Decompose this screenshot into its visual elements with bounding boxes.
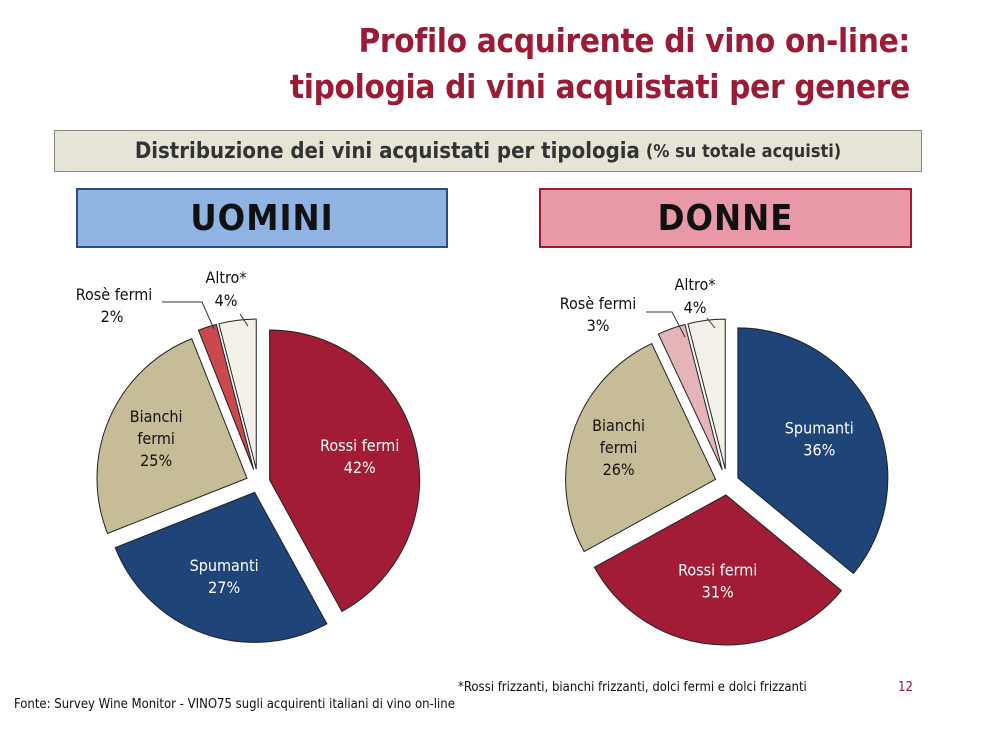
slice-label-ros-fermi: Rosè fermi bbox=[560, 294, 637, 313]
pie-slice-rossi-fermi bbox=[593, 494, 843, 646]
slice-label-bianchi-fermi: Bianchi bbox=[130, 407, 183, 426]
title-line-2: tipologia di vini acquistati per genere bbox=[289, 67, 910, 106]
slice-label-spumanti: 27% bbox=[208, 578, 240, 597]
title-line-1: Profilo acquirente di vino on-line: bbox=[358, 21, 910, 60]
slice-label-ros-fermi: 2% bbox=[101, 307, 124, 326]
pie-slice-altro bbox=[687, 318, 726, 470]
women-header: DONNE bbox=[539, 188, 912, 248]
slice-label-altro: Altro* bbox=[205, 268, 246, 287]
women-header-label: DONNE bbox=[657, 197, 794, 239]
men-header-label: UOMINI bbox=[190, 197, 334, 239]
slice-label-spumanti: 36% bbox=[803, 441, 835, 460]
men-header: UOMINI bbox=[76, 188, 448, 248]
slice-label-altro: 4% bbox=[684, 298, 707, 317]
pie-slice-bianchi-fermi bbox=[565, 342, 717, 553]
slice-label-rossi-fermi: Rossi fermi bbox=[678, 561, 757, 580]
leader-line-ros-fermi bbox=[162, 301, 215, 330]
slice-label-spumanti: Spumanti bbox=[785, 419, 854, 438]
footnote: *Rossi frizzanti, bianchi frizzanti, dol… bbox=[458, 680, 807, 695]
pie-slice-ros-fermi bbox=[197, 323, 255, 470]
pie-slice-altro bbox=[218, 318, 257, 470]
source-note: Fonte: Survey Wine Monitor - VINO75 sugl… bbox=[14, 697, 455, 712]
pie-slice-spumanti bbox=[737, 327, 889, 575]
slice-label-spumanti: Spumanti bbox=[190, 556, 259, 575]
pie-slice-spumanti bbox=[114, 491, 328, 643]
page-title: Profilo acquirente di vino on-line: tipo… bbox=[290, 18, 910, 110]
slice-label-ros-fermi: 3% bbox=[587, 316, 610, 335]
slice-label-bianchi-fermi: 26% bbox=[603, 460, 635, 479]
slice-label-altro: 4% bbox=[215, 291, 238, 310]
pie-slice-bianchi-fermi bbox=[96, 338, 248, 535]
pie-slice-rossi-fermi bbox=[269, 329, 421, 613]
subtitle-main: Distribuzione dei vini acquistati per ti… bbox=[134, 138, 640, 164]
subtitle-note: (% su totale acquisti) bbox=[645, 140, 842, 162]
leader-line-altro bbox=[706, 317, 716, 329]
page-number: 12 bbox=[898, 680, 913, 695]
pie-slice-ros-fermi bbox=[657, 323, 723, 471]
slice-label-altro: Altro* bbox=[674, 275, 715, 294]
slice-label-rossi-fermi: 42% bbox=[344, 458, 376, 477]
leader-line-altro bbox=[239, 313, 249, 327]
slice-label-bianchi-fermi: Bianchi bbox=[592, 416, 645, 435]
men-pie-chart: Rossi fermi 42% Spumanti 27% Bianchi fermi 25%… bbox=[76, 268, 421, 643]
slice-label-rossi-fermi: 31% bbox=[702, 583, 734, 602]
slice-label-bianchi-fermi: 25% bbox=[140, 451, 172, 470]
subtitle-banner: Distribuzione dei vini acquistati per ti… bbox=[54, 130, 922, 172]
slice-label-bianchi-fermi: fermi bbox=[137, 429, 175, 448]
women-pie-chart: Spumanti 36% Rossi fermi 31% Bianchi fermi 26%… bbox=[560, 275, 889, 646]
slice-label-bianchi-fermi: fermi bbox=[600, 438, 638, 457]
slice-label-rossi-fermi: Rossi fermi bbox=[320, 436, 399, 455]
slice-label-ros-fermi: Rosè fermi bbox=[76, 285, 153, 304]
leader-line-ros-fermi bbox=[646, 311, 686, 338]
